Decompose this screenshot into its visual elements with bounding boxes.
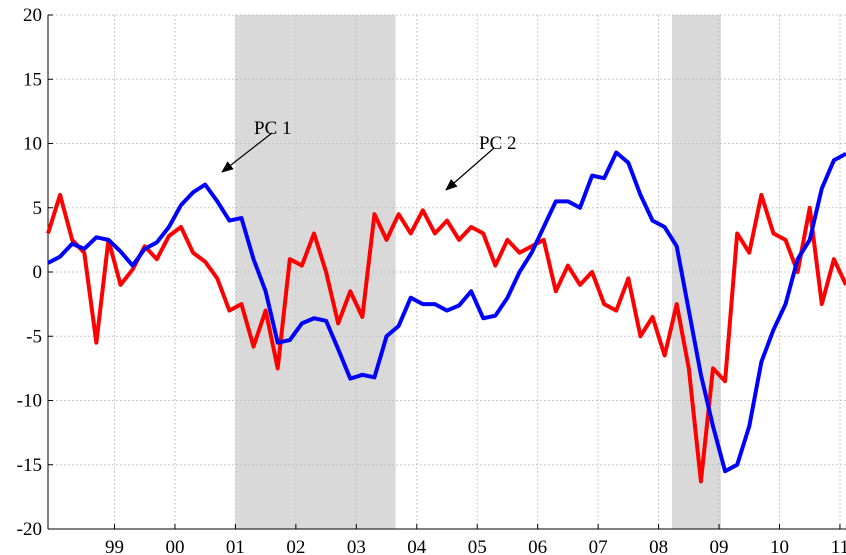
- y-tick-label: -10: [17, 391, 42, 412]
- x-tick-label: 06: [528, 537, 547, 555]
- x-tick-label: 10: [770, 537, 789, 555]
- y-tick-label: 10: [23, 134, 42, 155]
- x-tick-label: 02: [286, 537, 305, 555]
- y-tick-label: -5: [26, 326, 42, 347]
- x-tick-label: 05: [468, 537, 487, 555]
- annotation-arrow: [445, 147, 495, 191]
- line-layer: [46, 150, 846, 484]
- x-tick-label: 03: [347, 537, 366, 555]
- y-tick-label: 5: [33, 198, 43, 219]
- y-tick-label: 20: [23, 5, 42, 26]
- x-tick-label: 04: [407, 537, 427, 555]
- data-line: [47, 150, 846, 474]
- x-tick-label: 01: [226, 537, 245, 555]
- x-tick-label: 99: [105, 537, 124, 555]
- x-tick-label: 11: [831, 537, 846, 555]
- annotation-arrow: [221, 132, 273, 173]
- x-tick-label: 08: [649, 537, 668, 555]
- y-tick-label: 15: [23, 69, 42, 90]
- y-tick-label: -20: [17, 519, 42, 540]
- y-tick-label: 0: [33, 262, 43, 283]
- x-tick-label: 09: [710, 537, 729, 555]
- data-line: [46, 192, 846, 484]
- background-layer: [47, 14, 846, 530]
- annotation: PC 2: [479, 133, 517, 154]
- annotation: PC 1: [254, 118, 292, 139]
- x-tick-label: 00: [165, 537, 184, 555]
- x-tick-label: 07: [589, 537, 608, 555]
- y-tick-label: -15: [17, 455, 42, 476]
